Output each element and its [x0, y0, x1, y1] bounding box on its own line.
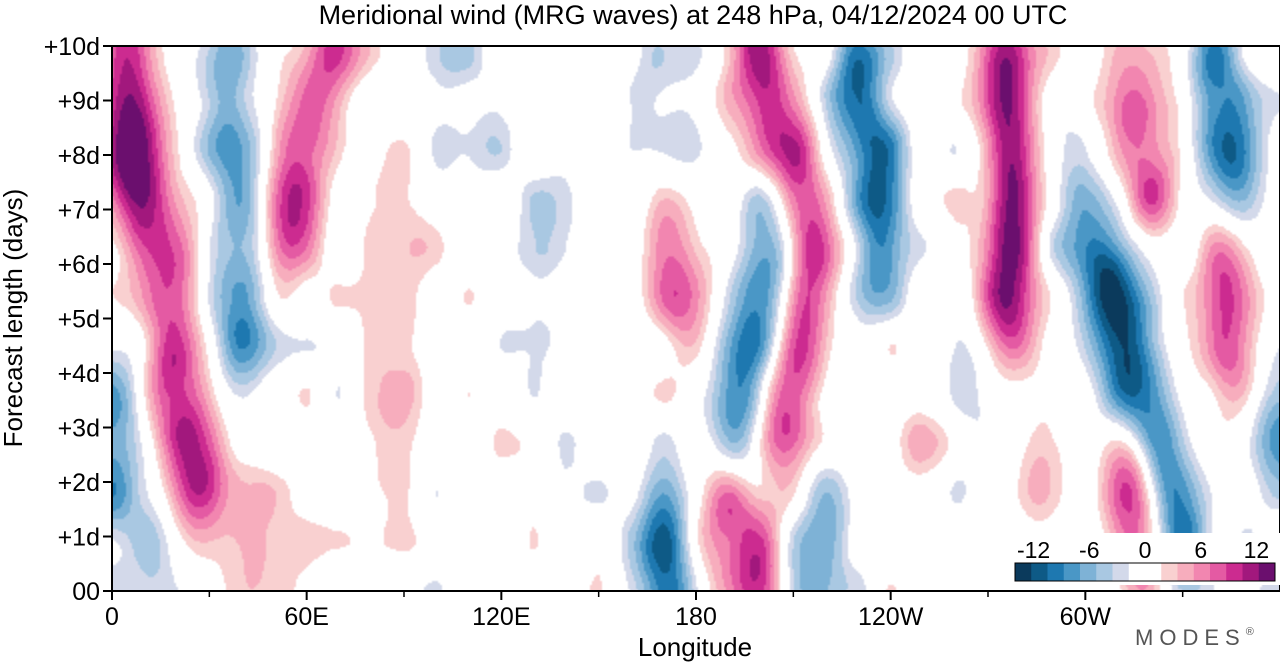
x-tick-label: 120E — [472, 603, 530, 631]
colorbar-swatch — [1210, 563, 1227, 581]
y-axis-label: Forecast length (days) — [0, 189, 28, 448]
colorbar-frame — [1014, 562, 1276, 582]
colorbar-swatch — [1177, 563, 1195, 581]
colorbar-swatch — [1258, 563, 1276, 581]
y-tick-label: +2d — [58, 469, 100, 497]
colorbar-swatch — [1047, 563, 1065, 581]
x-tick-label: 60W — [1060, 603, 1112, 631]
y-tick-label: +8d — [58, 142, 100, 170]
colorbar-swatch — [1015, 563, 1032, 581]
y-tick-label: +7d — [58, 197, 100, 225]
y-tick-label: +10d — [44, 33, 100, 61]
colorbar-swatch — [1145, 563, 1162, 581]
colorbar: -12 -6 0 6 12 — [1009, 533, 1280, 585]
heatmap-field — [112, 46, 1280, 591]
y-tick-label: +6d — [58, 251, 100, 279]
colorbar-swatch — [1161, 563, 1178, 581]
colorbar-label: 0 — [1139, 537, 1152, 563]
y-axis-ticks: 00 +1d +2d +3d +4d +5d +6d +7d +8d +9d +10d — [44, 33, 112, 606]
y-tick-label: +1d — [58, 524, 100, 552]
colorbar-swatch — [1031, 563, 1048, 581]
colorbar-label: -12 — [1017, 537, 1050, 563]
y-tick-label: +4d — [58, 360, 100, 388]
colorbar-swatch — [1242, 563, 1260, 581]
x-tick-label: 180 — [675, 603, 717, 631]
colorbar-label: 6 — [1194, 537, 1207, 563]
colorbar-label: -6 — [1079, 537, 1099, 563]
x-axis-label: Longitude — [638, 632, 752, 662]
chart-title: Meridional wind (MRG waves) at 248 hPa, … — [319, 0, 1068, 30]
colorbar-swatch — [1226, 563, 1243, 581]
x-axis-ticks: 0 60E 120E 180 120W 60W — [105, 591, 1184, 631]
y-tick-label: 00 — [72, 578, 100, 606]
y-tick-label: +9d — [58, 88, 100, 116]
colorbar-swatch — [1096, 563, 1113, 581]
colorbar-swatch — [1128, 563, 1146, 581]
y-tick-label: +5d — [58, 306, 100, 334]
colorbar-swatch — [1193, 563, 1211, 581]
colorbar-label: 12 — [1244, 537, 1270, 563]
colorbar-swatch — [1080, 563, 1097, 581]
brand-logo: MODES® — [1135, 625, 1260, 650]
x-tick-label: 60E — [284, 603, 328, 631]
colorbar-swatch — [1063, 563, 1081, 581]
x-tick-label: 0 — [105, 603, 119, 631]
colorbar-swatch — [1112, 563, 1130, 581]
x-tick-label: 120W — [858, 603, 924, 631]
y-tick-label: +3d — [58, 415, 100, 443]
